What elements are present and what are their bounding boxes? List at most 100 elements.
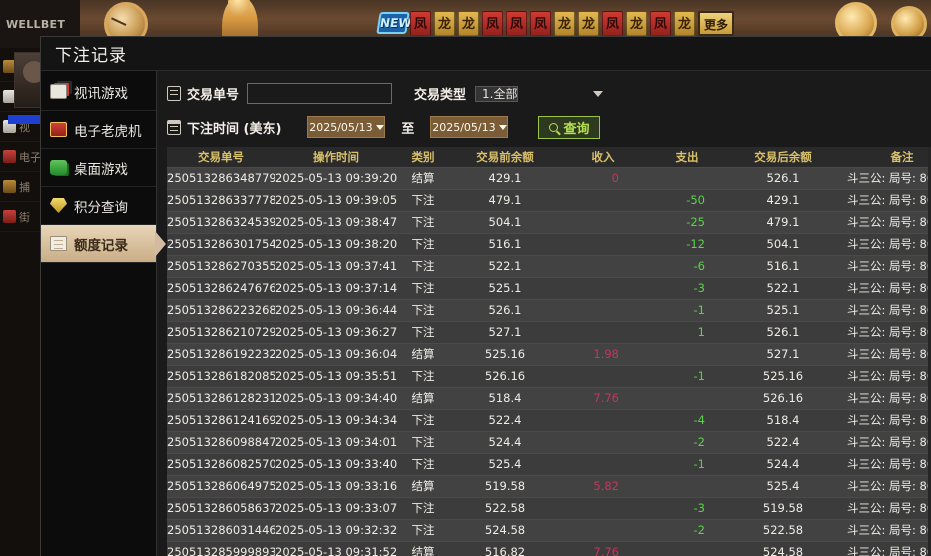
cell-time: 2025-05-13 09:33:16 — [275, 475, 397, 498]
cell-order-no: 250513286031446 — [167, 519, 275, 542]
cell-time: 2025-05-13 09:34:40 — [275, 387, 397, 410]
bet-time-label-group: 下注时间 (美东) — [167, 118, 281, 137]
menu-item-2[interactable]: 电子老虎机 — [41, 111, 156, 149]
cell-order-no: 250513286082570 — [167, 453, 275, 476]
column-header: 支出 — [645, 147, 729, 168]
table-row[interactable]: 250513286247676 2025-05-13 09:37:14 下注 525.… — [167, 277, 931, 300]
table-row[interactable]: 250513286098847 2025-05-13 09:34:01 下注 524.… — [167, 431, 931, 454]
cell-income: 1.98 — [561, 343, 645, 366]
cell-income — [561, 277, 645, 300]
table-row[interactable]: 250513286182085 2025-05-13 09:35:51 下注 526.… — [167, 365, 931, 388]
date-from-picker[interactable]: 2025/05/13 — [307, 116, 386, 138]
cell-balance-before: 479.1 — [449, 189, 561, 212]
table-row[interactable]: 250513286064975 2025-05-13 09:33:16 结算 519.… — [167, 475, 931, 498]
cell-income — [561, 497, 645, 520]
table-row[interactable]: 250513286128231 2025-05-13 09:34:40 结算 518.… — [167, 387, 931, 410]
bg-sidebar-item[interactable]: 捕 — [0, 172, 45, 202]
brand-logo-text: WELLBET — [6, 17, 66, 31]
bg-sidebar-item[interactable]: 街 — [0, 202, 45, 232]
game-tile[interactable]: 凤 — [506, 11, 527, 36]
cell-balance-after: 516.1 — [729, 255, 837, 278]
cell-order-no: 250513286247676 — [167, 277, 275, 300]
cell-expense: -3 — [645, 277, 729, 300]
menu-item-5[interactable]: 额度记录 — [41, 225, 166, 263]
cell-type: 下注 — [397, 365, 449, 388]
order-no-input[interactable] — [247, 82, 393, 104]
bg-sidebar-item[interactable]: 电子 — [0, 142, 45, 172]
cell-income — [561, 299, 645, 322]
table-row[interactable]: 250513286337778 2025-05-13 09:39:05 下注 479.… — [167, 189, 931, 212]
table-row[interactable]: 250513285999893 2025-05-13 09:31:52 结算 516.… — [167, 541, 931, 556]
chevron-down-icon — [498, 124, 507, 130]
cell-type: 下注 — [397, 519, 449, 542]
scrollbar[interactable] — [928, 147, 931, 556]
table-row[interactable]: 250513286223268 2025-05-13 09:36:44 下注 526.… — [167, 299, 931, 322]
cell-time: 2025-05-13 09:32:32 — [275, 519, 397, 542]
cell-order-no: 250513286128231 — [167, 387, 275, 410]
order-no-label-group: 交易单号 — [167, 84, 239, 103]
cell-type: 下注 — [397, 497, 449, 520]
dialog-body: 视讯游戏 电子老虎机 桌面游戏 积分查询 额度记录 交易单号 交易类型 1.全部 — [41, 71, 931, 556]
cell-time: 2025-05-13 09:33:07 — [275, 497, 397, 520]
table-head: 交易单号 操作时间 类别 交易前余额 收入 支出 交易后余额 备注 — [167, 147, 931, 168]
cell-balance-after: 526.1 — [729, 321, 837, 344]
cell-remark: 斗三公: 局号: 8051154; — [837, 299, 931, 322]
game-tile[interactable]: 凤 — [650, 11, 671, 36]
cell-income — [561, 519, 645, 542]
date-to-picker[interactable]: 2025/05/13 — [430, 116, 509, 138]
bet-record-dialog: 下注记录 视讯游戏 电子老虎机 桌面游戏 积分查询 额度记录 交易单号 交易类型 1.全… — [40, 36, 931, 556]
game-tile[interactable]: 凤 — [602, 11, 623, 36]
menu-item-1[interactable]: 视讯游戏 — [41, 73, 156, 111]
cell-time: 2025-05-13 09:37:14 — [275, 277, 397, 300]
filter-row-1: 交易单号 交易类型 1.全部 — [167, 79, 921, 107]
game-tile[interactable]: 龙 — [578, 11, 599, 36]
cell-balance-after: 522.58 — [729, 519, 837, 542]
game-tile[interactable]: 龙 — [674, 11, 695, 36]
game-tile[interactable]: 龙 — [554, 11, 575, 36]
new-badge: NEW — [376, 12, 413, 34]
table-row[interactable]: 250513286301754 2025-05-13 09:38:20 下注 516.… — [167, 233, 931, 256]
game-tile[interactable]: 凤 — [482, 11, 503, 36]
more-games-button[interactable]: 更多 — [698, 11, 734, 36]
cell-income — [561, 431, 645, 454]
cell-order-no: 250513286192232 — [167, 343, 275, 366]
cell-time: 2025-05-13 09:34:01 — [275, 431, 397, 454]
cell-expense — [645, 541, 729, 556]
table-row[interactable]: 250513286082570 2025-05-13 09:33:40 下注 525.… — [167, 453, 931, 476]
table-row[interactable]: 250513286348779 2025-05-13 09:39:20 结算 429.… — [167, 167, 931, 190]
table-row[interactable]: 250513286210729 2025-05-13 09:36:27 下注 527.… — [167, 321, 931, 344]
cell-order-no: 250513286058637 — [167, 497, 275, 520]
cell-remark: 斗三公: 局号: 8051149; — [837, 387, 931, 410]
game-tile[interactable]: 龙 — [626, 11, 647, 36]
chevron-down-icon — [593, 90, 604, 97]
cell-time: 2025-05-13 09:31:52 — [275, 541, 397, 556]
table-row[interactable]: 250513286124169 2025-05-13 09:34:34 下注 522.… — [167, 409, 931, 432]
trade-type-select[interactable]: 1.全部 — [475, 83, 610, 104]
menu-item-4[interactable]: 积分查询 — [41, 187, 156, 225]
game-tile[interactable]: 龙 — [434, 11, 455, 36]
table-row[interactable]: 250513286270355 2025-05-13 09:37:41 下注 522.… — [167, 255, 931, 278]
search-button[interactable]: 查询 — [538, 115, 601, 139]
cell-balance-before: 524.4 — [449, 431, 561, 454]
bg-sidebar-item-label: 视 — [19, 120, 30, 134]
game-tile[interactable]: 凤 — [410, 11, 431, 36]
cell-remark: 斗三公: 局号: 8051157; — [837, 233, 931, 256]
cell-order-no: 250513286210729 — [167, 321, 275, 344]
cell-type: 结算 — [397, 387, 449, 410]
game-tile[interactable]: 凤 — [530, 11, 551, 36]
cell-balance-after: 527.1 — [729, 343, 837, 366]
game-tile[interactable]: 龙 — [458, 11, 479, 36]
table-row[interactable]: 250513286192232 2025-05-13 09:36:04 结算 525.… — [167, 343, 931, 366]
cell-order-no: 250513286301754 — [167, 233, 275, 256]
cell-expense: -1 — [645, 453, 729, 476]
table-row[interactable]: 250513286058637 2025-05-13 09:33:07 下注 522.… — [167, 497, 931, 520]
table-row[interactable]: 250513286031446 2025-05-13 09:32:32 下注 524.… — [167, 519, 931, 542]
cell-balance-before: 526.16 — [449, 365, 561, 388]
cell-order-no: 250513286337778 — [167, 189, 275, 212]
records-table-wrapper: 交易单号 操作时间 类别 交易前余额 收入 支出 交易后余额 备注 2505132863487… — [157, 147, 931, 556]
menu-item-3[interactable]: 桌面游戏 — [41, 149, 156, 187]
cell-balance-before: 527.1 — [449, 321, 561, 344]
cell-income: 7.76 — [561, 387, 645, 410]
bg-sidebar-item-label: 街 — [19, 210, 30, 224]
table-row[interactable]: 250513286324539 2025-05-13 09:38:47 下注 504.… — [167, 211, 931, 234]
